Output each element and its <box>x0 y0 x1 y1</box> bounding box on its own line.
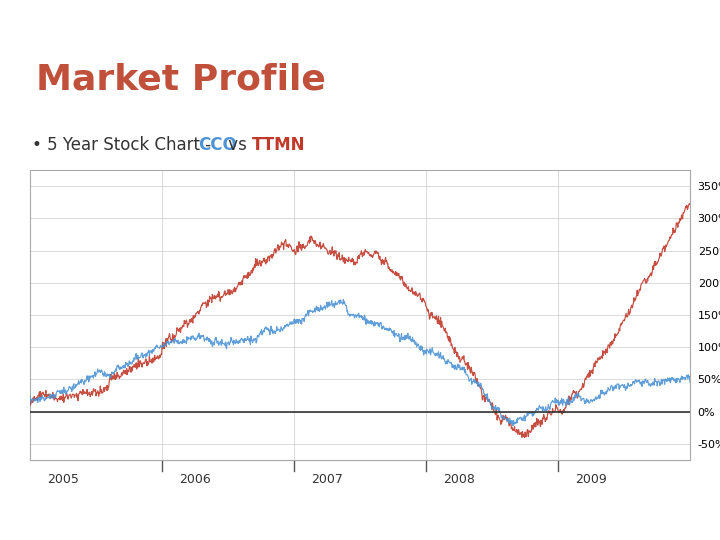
Text: vs: vs <box>223 136 253 154</box>
Text: Market Profile: Market Profile <box>36 63 326 97</box>
Text: TTMN: TTMN <box>252 136 306 154</box>
Text: 2006: 2006 <box>179 472 211 486</box>
Text: • 5 Year Stock Chart -: • 5 Year Stock Chart - <box>32 136 217 154</box>
Text: CCO: CCO <box>198 136 237 154</box>
Text: 2005: 2005 <box>47 472 78 486</box>
Text: 2007: 2007 <box>311 472 343 486</box>
Text: 2009: 2009 <box>575 472 607 486</box>
Text: 2008: 2008 <box>443 472 475 486</box>
